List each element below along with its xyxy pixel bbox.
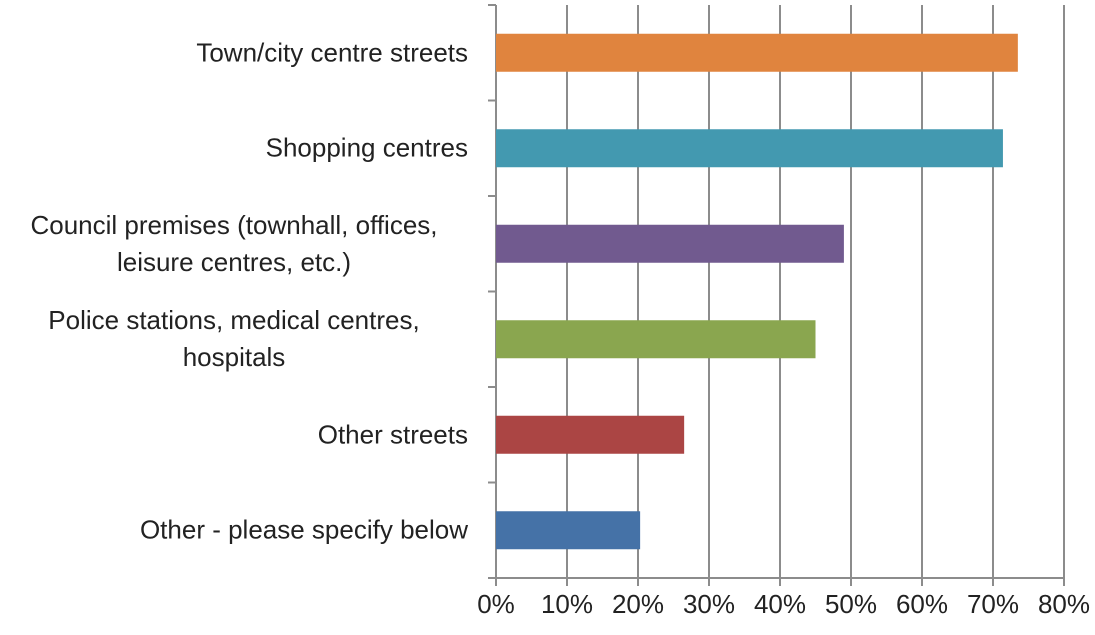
y-tick-label-box: Shopping centres xyxy=(0,130,468,167)
x-tick-label: 60% xyxy=(896,589,948,619)
y-tick-label-box: Other - please specify below xyxy=(0,512,468,549)
y-tick-label: Other streets xyxy=(317,419,468,450)
y-tick-label-box: Other streets xyxy=(0,416,468,453)
bar xyxy=(496,415,685,454)
x-tick-label: 50% xyxy=(825,589,877,619)
x-tick-label: 80% xyxy=(1038,589,1090,619)
y-tick-label-box: Police stations, medical centres, hospit… xyxy=(0,302,468,376)
x-tick-label: 40% xyxy=(754,589,806,619)
y-tick-label: Shopping centres xyxy=(265,132,468,163)
x-tick-label: 20% xyxy=(612,589,664,619)
y-tick-label: Other - please specify below xyxy=(139,514,468,545)
bar xyxy=(496,129,1003,168)
y-tick-label-box: Council premises (townhall, offices, lei… xyxy=(0,207,468,281)
y-tick-label: Police stations, medical centres, hospit… xyxy=(48,305,420,373)
bar xyxy=(496,320,816,359)
x-tick-label: 10% xyxy=(541,589,593,619)
y-tick-label: Council premises (townhall, offices, lei… xyxy=(30,209,438,277)
bar xyxy=(496,511,641,550)
bar xyxy=(496,224,844,263)
x-tick-label: 70% xyxy=(967,589,1019,619)
y-tick-label: Town/city centre streets xyxy=(196,37,468,68)
y-tick-label-box: Town/city centre streets xyxy=(0,34,468,71)
x-tick-label: 0% xyxy=(477,589,515,619)
x-tick-label: 30% xyxy=(683,589,735,619)
bar xyxy=(496,33,1018,72)
